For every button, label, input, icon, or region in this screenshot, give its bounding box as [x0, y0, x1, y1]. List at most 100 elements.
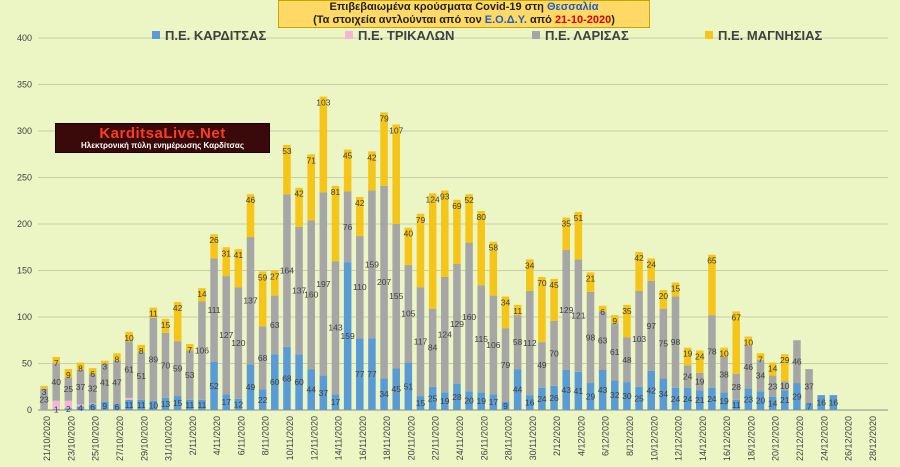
bar-value-label: 25: [634, 393, 644, 403]
bar-segment: [368, 190, 376, 339]
bar-segment: [732, 373, 740, 400]
bar-value-label: 32: [88, 384, 98, 394]
subtitle-end: ): [611, 14, 615, 26]
bar-value-label: 129: [450, 319, 464, 329]
bar-value-label: 29: [586, 392, 596, 402]
bar-segment: [88, 403, 97, 405]
bar-segment: [319, 96, 328, 193]
bar-value-label: 81: [331, 187, 341, 197]
bar-segment: [501, 328, 510, 402]
bar-value-label: 15: [173, 398, 183, 408]
bar-segment: [40, 385, 48, 389]
bar-segment: [623, 304, 631, 338]
bar-segment: [513, 304, 522, 316]
bar-value-label: 51: [136, 371, 146, 381]
x-tick-label: 6/11/2020: [236, 416, 246, 455]
bar-segment: [52, 363, 60, 401]
bar-segment: [598, 370, 607, 410]
bar-value-label: 11: [137, 400, 146, 410]
bar-value-label: 115: [474, 334, 488, 344]
bar-segment: [198, 399, 206, 410]
bar-segment: [295, 187, 303, 227]
x-tick-label: 27/10/2020: [115, 416, 125, 461]
bar-segment: [671, 387, 680, 410]
bar-value-label: 19: [683, 349, 693, 359]
bar-value-label: 1: [54, 405, 59, 415]
bar-segment: [380, 185, 388, 379]
bar-value-label: 106: [195, 345, 209, 355]
bar-value-label: 61: [124, 365, 134, 375]
bar-segment: [768, 362, 777, 376]
bar-value-label: 41: [100, 378, 110, 388]
bar-segment: [234, 287, 243, 399]
bar-segment: [708, 387, 716, 410]
legend: Π.Ε. ΚΑΡΔΙΤΣΑΣ Π.Ε. ΤΡΙΚΑΛΩΝ Π.Ε. ΛΑΡΙΣΑΣ Π…: [152, 28, 823, 43]
bar-value-label: 23: [39, 394, 49, 404]
bar-value-label: 7: [758, 354, 763, 364]
y-tick-label: 400: [17, 33, 32, 43]
bar-value-label: 124: [426, 194, 440, 204]
bar-segment: [161, 397, 170, 410]
bar-segment: [271, 354, 279, 410]
bar-value-label: 65: [707, 256, 717, 266]
bar-segment: [732, 399, 740, 410]
bar-segment: [768, 396, 777, 410]
bar-segment: [356, 236, 364, 339]
bar-segment: [598, 305, 607, 312]
bar-value-label: 68: [282, 373, 292, 383]
bar-segment: [744, 336, 753, 346]
bar-segment: [234, 249, 243, 288]
bar-segment: [125, 399, 133, 410]
bar-value-label: 2: [66, 404, 71, 414]
bar-value-label: 98: [671, 337, 681, 347]
bar-segment: [64, 369, 73, 378]
bar-segment: [781, 390, 789, 410]
bar-segment: [829, 395, 838, 410]
bar-value-label: 93: [440, 192, 450, 202]
bar-segment: [64, 400, 73, 409]
bar-value-label: 98: [586, 332, 596, 342]
bar-segment: [526, 259, 534, 291]
bar-value-label: 10: [719, 349, 729, 359]
bar-value-label: 69: [452, 201, 462, 211]
bar-segment: [659, 308, 668, 379]
bar-value-label: 20: [659, 291, 669, 301]
legend-label: Π.Ε. ΜΑΓΝΗΣΙΑΣ: [718, 28, 823, 43]
bar-value-label: 107: [389, 125, 403, 135]
bar-value-label: 35: [561, 218, 571, 228]
bar-segment: [513, 369, 522, 410]
bar-segment: [198, 301, 206, 400]
bar-segment: [319, 375, 328, 410]
bar-value-label: 8: [115, 354, 120, 364]
bar-segment: [562, 217, 570, 251]
bar-value-label: 41: [234, 250, 244, 260]
bar-value-label: 3: [42, 387, 47, 397]
x-tick-label: 23/10/2020: [66, 416, 76, 461]
bar-value-label: 15: [161, 320, 171, 330]
bar-value-label: 6: [600, 307, 605, 317]
bar-segment: [623, 382, 631, 410]
bar-value-label: 12: [234, 399, 244, 409]
bar-value-label: 6: [90, 402, 95, 412]
y-tick-label: 150: [17, 266, 32, 276]
bar-segment: [307, 154, 315, 221]
chart-title-box: Επιβεβαιωμένα κρούσματα Covid-19 στη Θεσ…: [278, 0, 650, 28]
bar-value-label: 106: [486, 340, 500, 350]
bar-segment: [696, 372, 704, 391]
bar-segment: [125, 341, 133, 398]
legend-label: Π.Ε. ΤΡΙΚΑΛΩΝ: [358, 28, 454, 43]
bar-value-label: 43: [561, 385, 571, 395]
bar-value-label: 9: [66, 370, 71, 380]
bar-segment: [647, 280, 655, 371]
x-tick-label: 4/11/2020: [212, 416, 222, 455]
bar-value-label: 42: [294, 189, 304, 199]
bar-value-label: 45: [391, 384, 401, 394]
bar-segment: [671, 282, 680, 297]
bar-value-label: 17: [221, 397, 231, 407]
bar-value-label: 42: [173, 303, 183, 313]
bar-segment: [52, 400, 60, 410]
bar-value-label: 77: [367, 369, 377, 379]
bar-segment: [186, 399, 194, 410]
bar-segment: [76, 404, 85, 407]
